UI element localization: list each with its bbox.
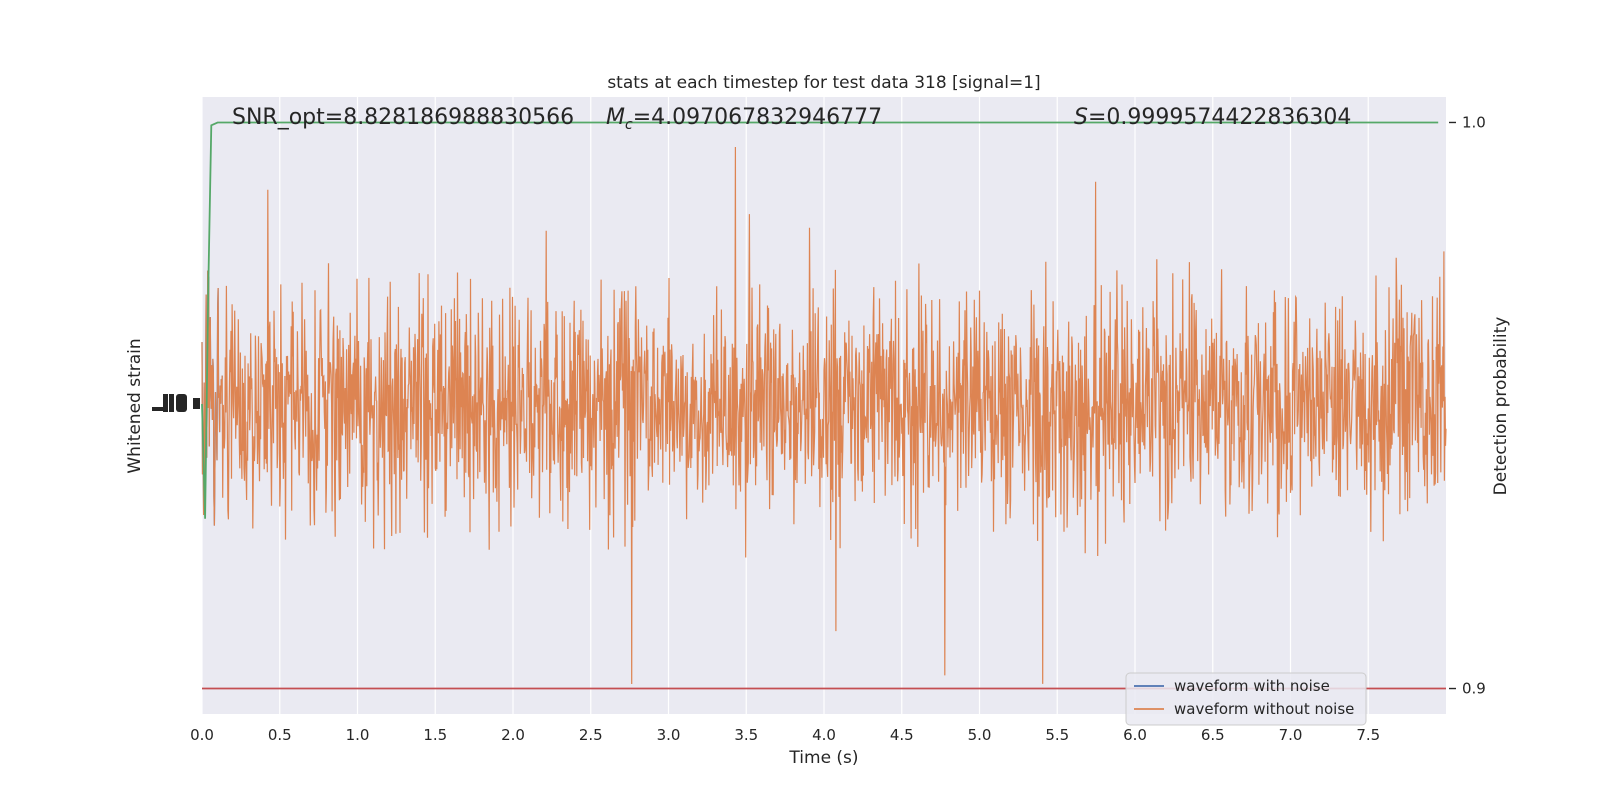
x-axis-label: Time (s) bbox=[788, 748, 858, 768]
left-axis-tick-blob bbox=[152, 394, 200, 412]
right-tick-label: 0.9 bbox=[1462, 680, 1486, 698]
y-axis-label-right: Detection probability bbox=[1491, 317, 1511, 496]
chirp-mass-annotation: Mc=4.097067832946777 bbox=[606, 105, 882, 133]
x-tick-label: 0.5 bbox=[268, 726, 292, 744]
x-tick-label: 2.5 bbox=[579, 726, 603, 744]
snr-annotation: SNR_opt=8.828186988830566 bbox=[232, 105, 574, 130]
legend-box bbox=[1125, 672, 1367, 726]
x-tick-label: 1.5 bbox=[423, 726, 447, 744]
x-tick-label: 7.5 bbox=[1356, 726, 1380, 744]
y-axis-label-left: Whitened strain bbox=[125, 338, 145, 473]
s-symbol: S bbox=[1074, 105, 1088, 130]
x-tick-label: 2.0 bbox=[501, 726, 525, 744]
x-tick-label: 5.0 bbox=[968, 726, 992, 744]
chart-title: stats at each timestep for test data 318… bbox=[607, 73, 1040, 93]
x-tick-label: 0.0 bbox=[190, 726, 214, 744]
x-tick-label: 6.5 bbox=[1201, 726, 1225, 744]
x-tick-label: 4.0 bbox=[812, 726, 836, 744]
legend-label-clean: waveform without noise bbox=[1174, 700, 1354, 718]
x-tick-label: 5.5 bbox=[1045, 726, 1069, 744]
right-axis-ticks: 0.9 1.0 bbox=[1449, 113, 1486, 698]
x-tick-label: 3.5 bbox=[734, 726, 758, 744]
x-axis-ticks: 0.0 0.5 1.0 1.5 2.0 2.5 3.0 3.5 4.0 4.5 5.0 5.5 6.0 6… bbox=[190, 726, 1380, 744]
legend: waveform with noise waveform without noi… bbox=[1125, 672, 1367, 726]
x-tick-label: 7.0 bbox=[1279, 726, 1303, 744]
legend-label-noise: waveform with noise bbox=[1174, 677, 1330, 695]
detection-probability-line bbox=[201, 121, 1439, 519]
chirp-mass-value: =4.097067832946777 bbox=[633, 105, 882, 130]
x-tick-label: 1.0 bbox=[346, 726, 370, 744]
chirp-mass-symbol: M bbox=[606, 105, 625, 130]
waveform-without-noise-line bbox=[201, 146, 1447, 685]
x-tick-label: 3.0 bbox=[657, 726, 681, 744]
chirp-mass-subscript: c bbox=[625, 117, 633, 133]
waveform-layer bbox=[201, 146, 1447, 685]
x-tick-label: 6.0 bbox=[1123, 726, 1147, 744]
x-tick-label: 4.5 bbox=[890, 726, 914, 744]
right-tick-label: 1.0 bbox=[1462, 113, 1486, 131]
s-annotation: S=0.9999574422836304 bbox=[1074, 105, 1351, 130]
s-value: =0.9999574422836304 bbox=[1088, 105, 1351, 130]
